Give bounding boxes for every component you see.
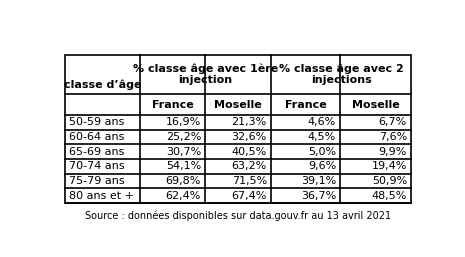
Text: 6,7%: 6,7% [379, 117, 407, 127]
Text: 5,0%: 5,0% [308, 147, 336, 157]
Text: 62,4%: 62,4% [166, 191, 201, 201]
Text: 80 ans et +: 80 ans et + [69, 191, 134, 201]
Text: 71,5%: 71,5% [232, 176, 267, 186]
Text: 32,6%: 32,6% [232, 132, 267, 142]
Text: 19,4%: 19,4% [372, 161, 407, 171]
Bar [65, 54, 411, 203]
Text: 39,1%: 39,1% [301, 176, 336, 186]
Text: France: France [285, 99, 326, 109]
Text: classe d’âge: classe d’âge [64, 79, 141, 90]
Text: Moselle: Moselle [214, 99, 262, 109]
Text: 36,7%: 36,7% [301, 191, 336, 201]
Text: 50,9%: 50,9% [372, 176, 407, 186]
Text: 9,6%: 9,6% [308, 161, 336, 171]
Text: 69,8%: 69,8% [166, 176, 201, 186]
Text: 16,9%: 16,9% [166, 117, 201, 127]
Text: 65-69 ans: 65-69 ans [69, 147, 124, 157]
Text: 7,6%: 7,6% [379, 132, 407, 142]
Text: 4,5%: 4,5% [308, 132, 336, 142]
Text: 50-59 ans: 50-59 ans [69, 117, 124, 127]
Text: Moselle: Moselle [352, 99, 400, 109]
Text: 60-64 ans: 60-64 ans [69, 132, 124, 142]
Text: Source : données disponibles sur data.gouv.fr au 13 avril 2021: Source : données disponibles sur data.go… [85, 210, 392, 221]
Text: 70-74 ans: 70-74 ans [69, 161, 125, 171]
Text: 48,5%: 48,5% [372, 191, 407, 201]
Text: 67,4%: 67,4% [232, 191, 267, 201]
Text: % classe âge avec 2
injections: % classe âge avec 2 injections [279, 63, 404, 85]
Text: 25,2%: 25,2% [166, 132, 201, 142]
Text: France: France [152, 99, 193, 109]
Text: 40,5%: 40,5% [232, 147, 267, 157]
Text: 75-79 ans: 75-79 ans [69, 176, 125, 186]
Text: % classe âge avec 1ère
injection: % classe âge avec 1ère injection [133, 63, 278, 85]
Text: 63,2%: 63,2% [232, 161, 267, 171]
Text: 21,3%: 21,3% [232, 117, 267, 127]
Text: 9,9%: 9,9% [379, 147, 407, 157]
Text: 54,1%: 54,1% [166, 161, 201, 171]
Text: 4,6%: 4,6% [308, 117, 336, 127]
Text: 30,7%: 30,7% [166, 147, 201, 157]
